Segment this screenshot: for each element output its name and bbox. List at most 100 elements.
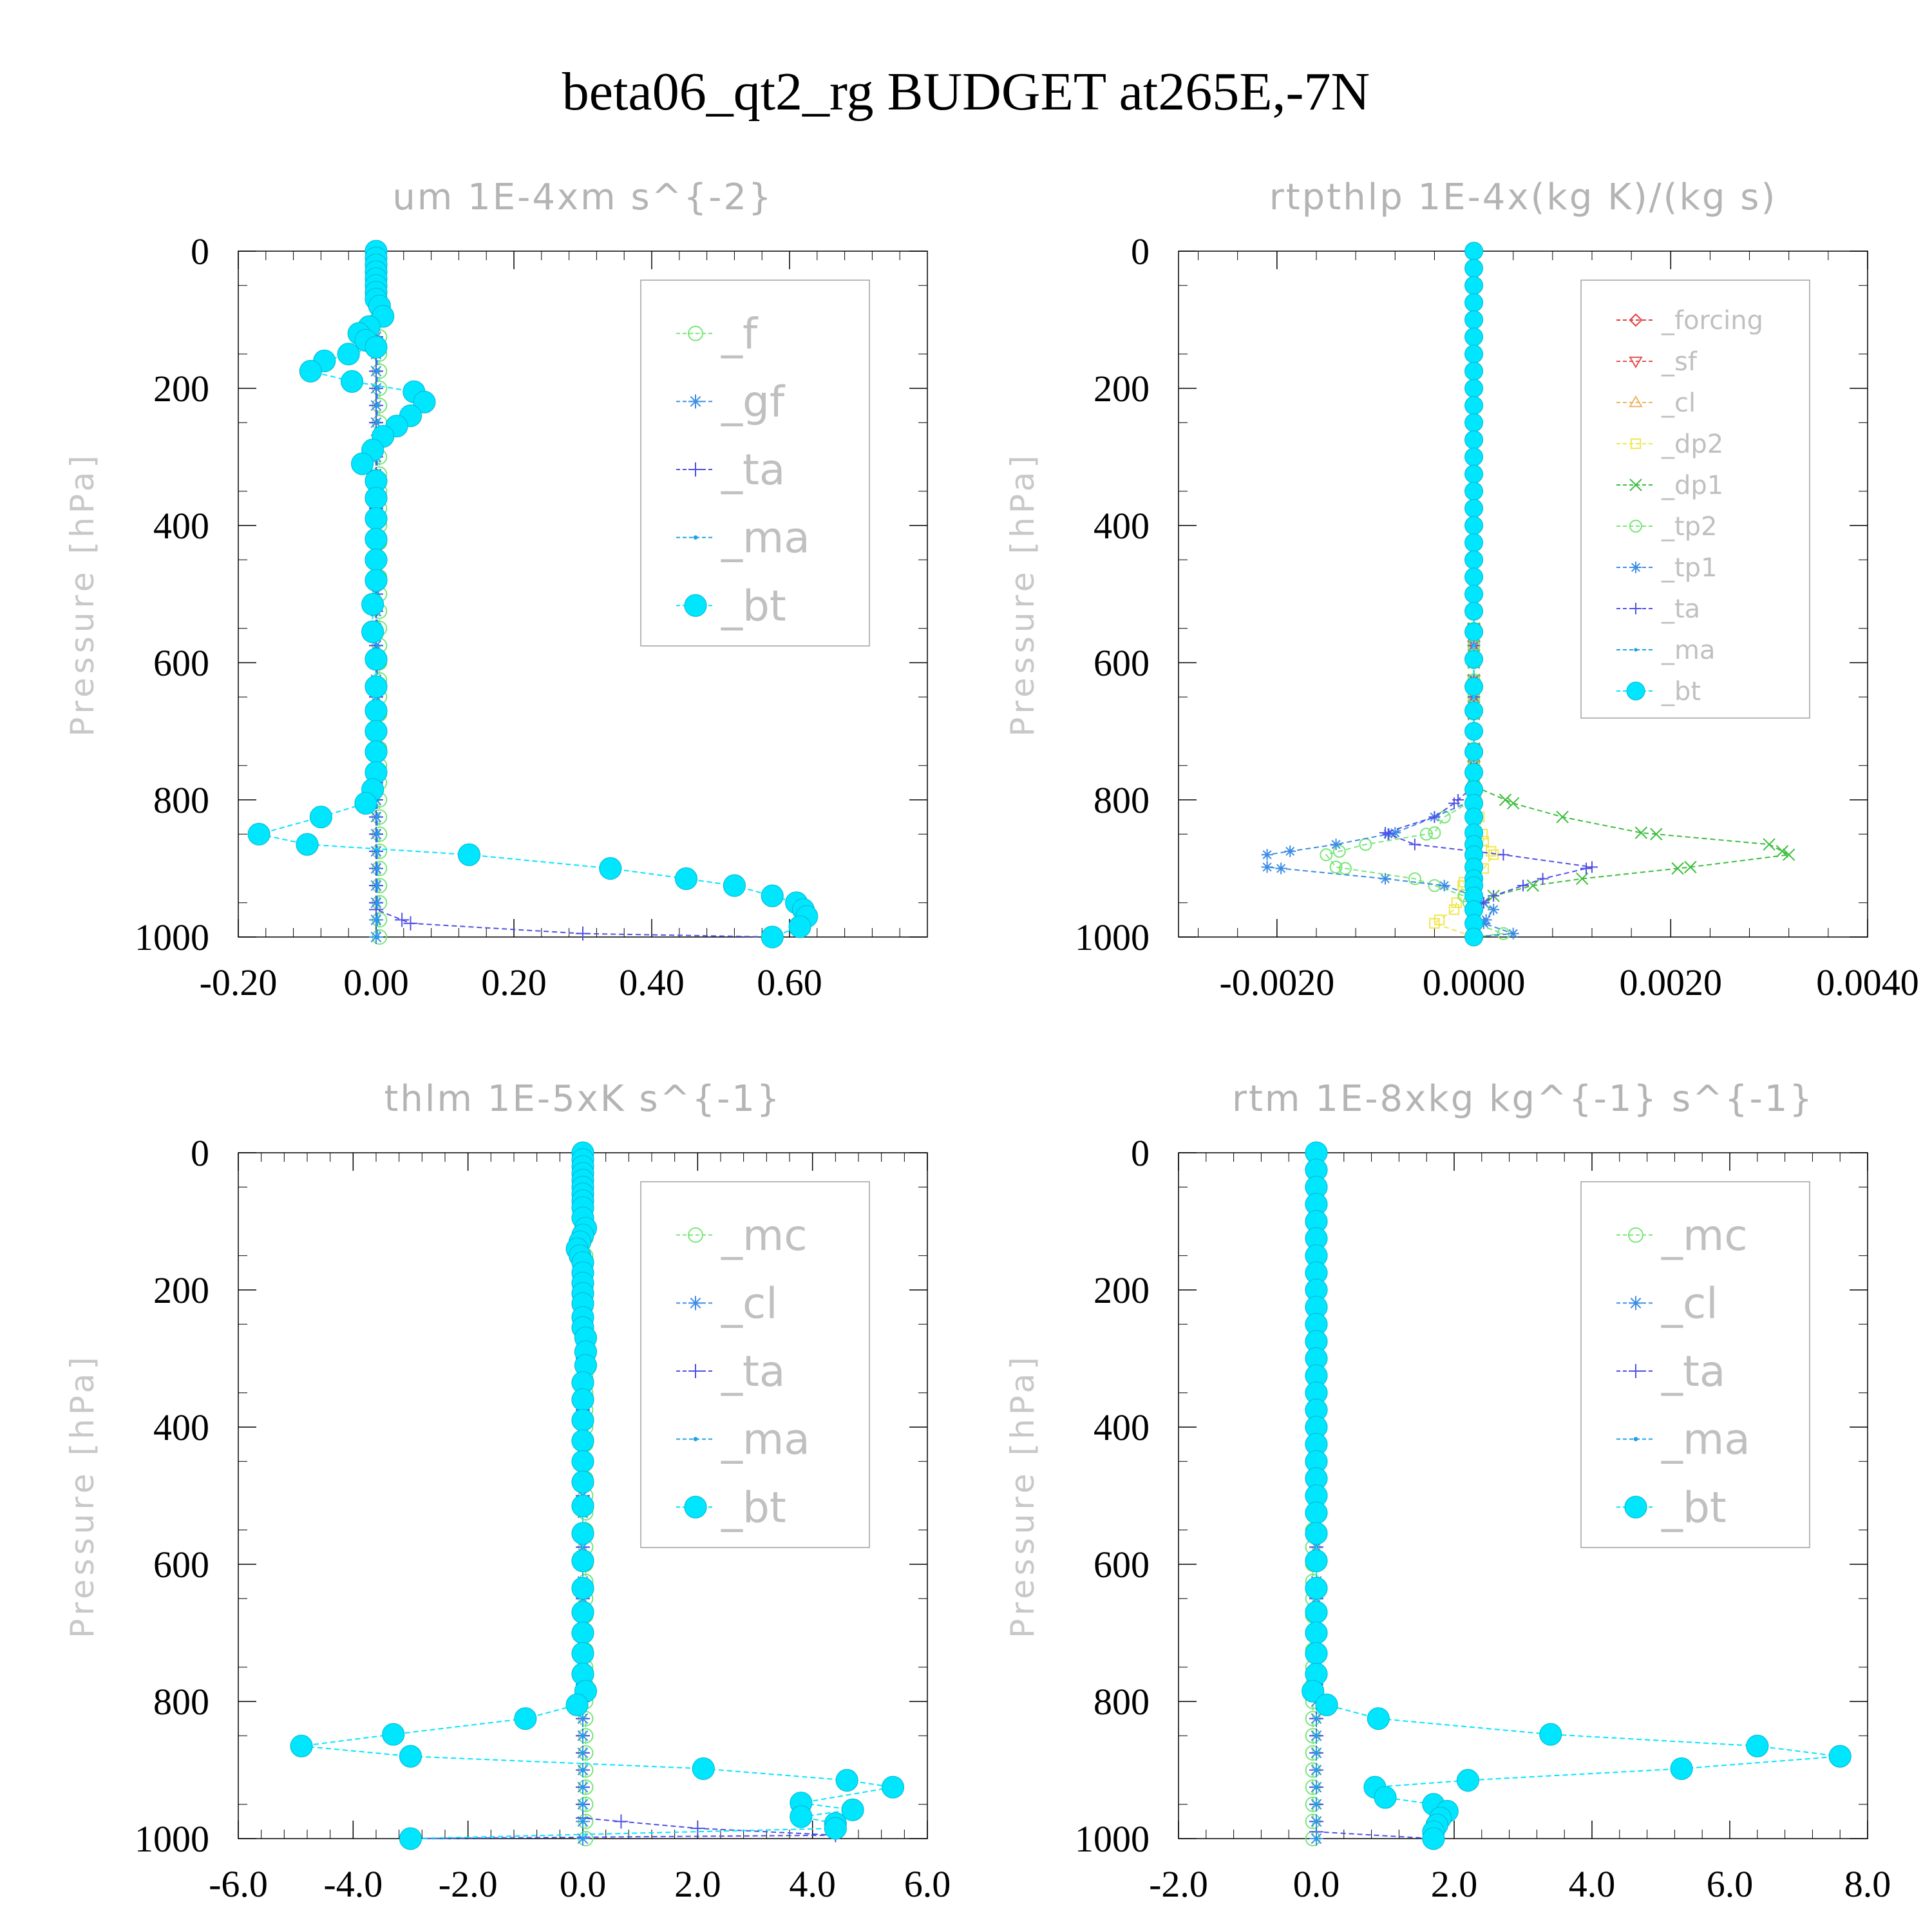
- chart-panel-3: thlm 1E-5xK s^{-1} Pressure [hPa] 0 200 400 6…: [64, 1078, 951, 1905]
- data-point: [1428, 826, 1441, 840]
- data-point: [571, 1494, 594, 1518]
- data-point: [1261, 849, 1273, 861]
- legend-label: _gf: [721, 377, 786, 427]
- data-point: [614, 1814, 629, 1829]
- data-point: [1419, 828, 1433, 841]
- data-point: [674, 867, 698, 891]
- panel-title: rtpthlp 1E-4x(kg K)/(kg s): [1269, 176, 1777, 218]
- x-tick-label: 0.0000: [1423, 961, 1526, 1003]
- series-line: [1473, 251, 1792, 937]
- legend-marker: [1629, 1364, 1643, 1378]
- data-point: [1389, 827, 1401, 839]
- legend-label: _cl: [721, 1279, 778, 1329]
- data-point: [1314, 1750, 1319, 1756]
- data-point: [1330, 838, 1342, 851]
- data-point: [1302, 1680, 1325, 1703]
- data-point: [580, 1836, 585, 1841]
- data-point: [599, 857, 622, 880]
- data-point: [1374, 1786, 1397, 1809]
- data-point: [1464, 498, 1484, 518]
- data-point: [375, 918, 380, 922]
- legend-label: _tp1: [1661, 553, 1718, 583]
- data-point: [1464, 396, 1484, 415]
- data-point: [375, 643, 380, 648]
- data-point: [1507, 927, 1519, 940]
- legend-label: _bt: [1661, 677, 1701, 706]
- data-point: [1408, 838, 1421, 851]
- series-bt: [247, 240, 819, 949]
- legend-label: _bt: [721, 581, 786, 630]
- data-point: [1383, 828, 1395, 840]
- data-point: [1305, 1577, 1328, 1600]
- legend: _mc _cl _ta _ma _bt: [640, 1181, 870, 1548]
- chart-panel-2: rtpthlp 1E-4x(kg K)/(kg s) Pressure [hPa]…: [1004, 176, 1919, 1003]
- legend-marker: [1630, 438, 1642, 450]
- data-point: [1464, 743, 1484, 761]
- y-tick-label: 600: [153, 642, 209, 684]
- legend-marker: [1626, 681, 1645, 701]
- y-tick-label: 200: [153, 368, 209, 410]
- data-point: [1428, 811, 1441, 823]
- data-point: [1464, 345, 1484, 364]
- legend-marker: [1634, 648, 1638, 652]
- data-point: [1464, 464, 1484, 484]
- x-tick-label: -0.0020: [1219, 961, 1334, 1003]
- data-point: [1464, 482, 1484, 501]
- y-tick-label: 1000: [1075, 916, 1150, 958]
- panels: um 1E-4xm s^{-2} Pressure [hPa] 0 200 400 600…: [64, 176, 1919, 1905]
- data-point: [571, 1429, 594, 1452]
- data-point: [1464, 516, 1484, 535]
- legend-marker: [688, 462, 703, 477]
- legend-marker: [693, 1437, 698, 1441]
- x-tick-label: 2.0: [674, 1863, 721, 1905]
- y-tick-label: 200: [153, 1269, 209, 1311]
- data-point: [1763, 838, 1776, 851]
- data-point: [1464, 650, 1484, 669]
- data-point: [457, 843, 481, 866]
- legend-box: [640, 1181, 870, 1548]
- data-point: [881, 1776, 905, 1799]
- legend-label: _dp2: [1661, 430, 1723, 459]
- y-tick-label: 1000: [135, 916, 209, 958]
- data-point: [1464, 310, 1484, 329]
- data-point: [1261, 861, 1273, 873]
- data-point: [1586, 861, 1598, 873]
- data-point: [1305, 1642, 1328, 1665]
- data-point: [761, 884, 784, 907]
- data-point: [692, 1757, 715, 1780]
- x-tick-label: 8.0: [1844, 1863, 1891, 1905]
- plot-frame: [1178, 1152, 1868, 1839]
- data-point: [1464, 722, 1484, 741]
- x-tick-label: 0.0040: [1816, 961, 1919, 1003]
- data-point: [571, 1388, 594, 1411]
- legend-box: [1580, 279, 1810, 719]
- data-point: [580, 1768, 585, 1772]
- data-point: [1539, 1723, 1562, 1746]
- data-point: [1746, 1734, 1769, 1757]
- data-point: [1464, 677, 1484, 696]
- data-point: [571, 1577, 594, 1600]
- data-point: [399, 1827, 422, 1850]
- x-tick-label: 2.0: [1431, 1863, 1478, 1905]
- data-point: [1670, 1757, 1693, 1780]
- legend-label: _f: [721, 309, 759, 359]
- data-point: [309, 806, 332, 829]
- y-tick-label: 1000: [135, 1818, 209, 1860]
- data-point: [1422, 1827, 1445, 1850]
- data-point: [1456, 1768, 1479, 1792]
- data-point: [761, 925, 784, 949]
- data-point: [361, 620, 384, 643]
- data-point: [1332, 844, 1346, 858]
- y-tick-label: 0: [191, 231, 209, 272]
- x-tick-label: -2.0: [439, 1863, 498, 1905]
- data-point: [1684, 860, 1697, 874]
- y-tick-label: 600: [1094, 642, 1150, 684]
- y-axis-label: Pressure [hPa]: [64, 451, 101, 737]
- data-point: [361, 592, 384, 616]
- data-point: [375, 849, 380, 854]
- data-point: [1408, 872, 1421, 886]
- series-line: [1383, 251, 1593, 937]
- plot-frame: [1178, 251, 1868, 938]
- data-point: [365, 486, 388, 509]
